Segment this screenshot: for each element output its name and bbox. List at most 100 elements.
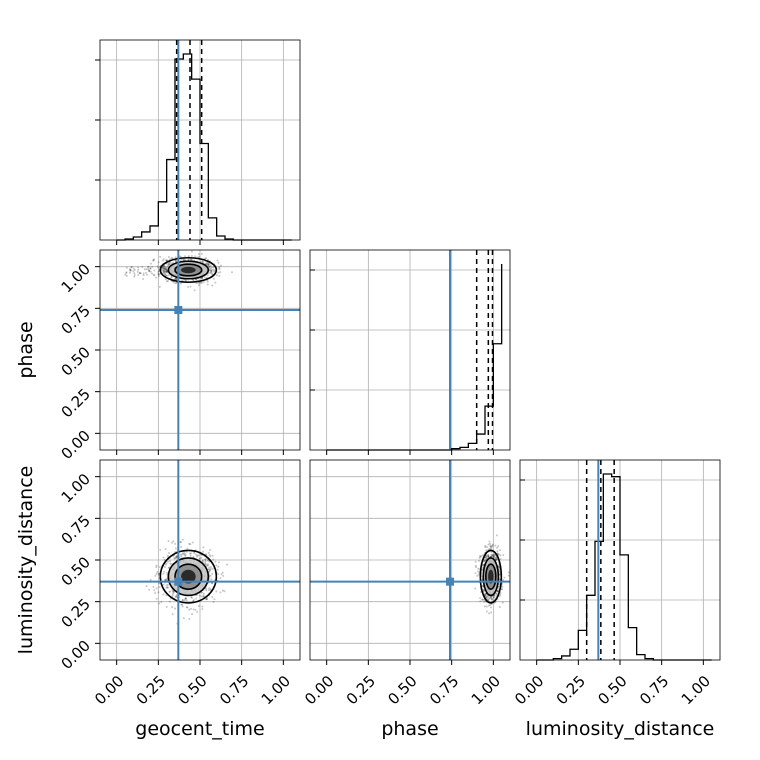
scatter-point (191, 613, 194, 616)
panel-phase-vs-phase (310, 250, 510, 451)
scatter-point (485, 596, 488, 599)
scatter-point (125, 274, 128, 277)
scatter-point (489, 545, 492, 548)
scatter-point (129, 269, 132, 272)
scatter-point (165, 562, 168, 565)
scatter-point (488, 612, 491, 615)
density-contour (159, 549, 218, 604)
scatter-point (157, 273, 160, 276)
scatter-point (501, 601, 504, 604)
scatter-point (491, 554, 494, 557)
scatter-point (179, 541, 182, 544)
scatter-point (133, 272, 136, 275)
y-tick-label: 0.75 (58, 512, 94, 548)
scatter-point (201, 261, 204, 264)
scatter-point (485, 597, 488, 600)
scatter-point (168, 552, 171, 555)
scatter-point (147, 267, 150, 270)
scatter-point (205, 257, 208, 260)
scatter-point (169, 262, 172, 265)
scatter-point (488, 540, 491, 543)
scatter-point (158, 602, 161, 605)
scatter-point (478, 556, 481, 559)
scatter-point (161, 267, 164, 270)
scatter-point (190, 258, 193, 261)
scatter-point (487, 596, 490, 599)
scatter-point (484, 544, 487, 547)
scatter-point (492, 596, 495, 599)
scatter-point (204, 561, 207, 564)
truth-marker (446, 577, 454, 586)
scatter-point (193, 551, 196, 554)
scatter-point (210, 266, 213, 269)
scatter-point (174, 259, 177, 262)
scatter-point (484, 559, 487, 562)
scatter-point (196, 555, 199, 558)
scatter-point (480, 578, 483, 581)
scatter-point (198, 284, 201, 287)
scatter-point (162, 572, 165, 575)
scatter-point (487, 555, 490, 558)
scatter-point (211, 554, 214, 557)
scatter-point (174, 256, 177, 259)
scatter-point (482, 553, 485, 556)
scatter-point (153, 258, 156, 261)
scatter-point (166, 280, 169, 283)
x-tick-label: 0.00 (301, 672, 337, 708)
scatter-point (165, 578, 168, 581)
scatter-point (164, 259, 167, 262)
scatter-point (160, 269, 163, 272)
scatter-point (170, 275, 173, 278)
scatter-point (159, 548, 162, 551)
scatter-point (193, 289, 196, 292)
scatter-point (212, 558, 215, 561)
scatter-point (481, 598, 484, 601)
scatter-point (213, 598, 216, 601)
density-contour (479, 549, 503, 604)
scatter-point (221, 589, 224, 592)
scatter-point (485, 549, 488, 552)
scatter-point (128, 271, 131, 274)
scatter-point (487, 555, 490, 558)
scatter-point (190, 596, 193, 599)
scatter-point (171, 589, 174, 592)
scatter-point (200, 556, 203, 559)
scatter-point (132, 270, 135, 273)
x-tick-label: 0.25 (133, 672, 169, 708)
scatter-point (492, 556, 495, 559)
scatter-point (183, 553, 186, 556)
scatter-point (165, 268, 168, 271)
scatter-point (209, 271, 212, 274)
scatter-point (181, 599, 184, 602)
scatter-point (180, 545, 183, 548)
scatter-point (496, 589, 499, 592)
scatter-point (157, 591, 160, 594)
scatter-point (211, 567, 214, 570)
scatter-point (189, 543, 192, 546)
scatter-point (162, 583, 165, 586)
scatter-point (204, 558, 207, 561)
scatter-point (171, 541, 174, 544)
density-contour (181, 266, 196, 274)
scatter-point (180, 555, 183, 558)
scatter-point (132, 267, 135, 270)
scatter-point (185, 279, 188, 282)
scatter-point (490, 595, 493, 598)
scatter-point (209, 548, 212, 551)
scatter-point (165, 571, 168, 574)
scatter-point (212, 600, 215, 603)
scatter-point (146, 266, 149, 269)
scatter-point (142, 274, 145, 277)
scatter-point (153, 274, 156, 277)
y-axis-label: luminosity_distance (15, 466, 37, 655)
scatter-point (201, 277, 204, 280)
scatter-point (163, 570, 166, 573)
scatter-point (149, 266, 152, 269)
density-contour (159, 256, 218, 284)
scatter-point (487, 548, 490, 551)
scatter-point (486, 545, 489, 548)
scatter-point (489, 596, 492, 599)
scatter-point (169, 562, 172, 565)
scatter-point (167, 539, 170, 542)
scatter-point (157, 572, 160, 575)
